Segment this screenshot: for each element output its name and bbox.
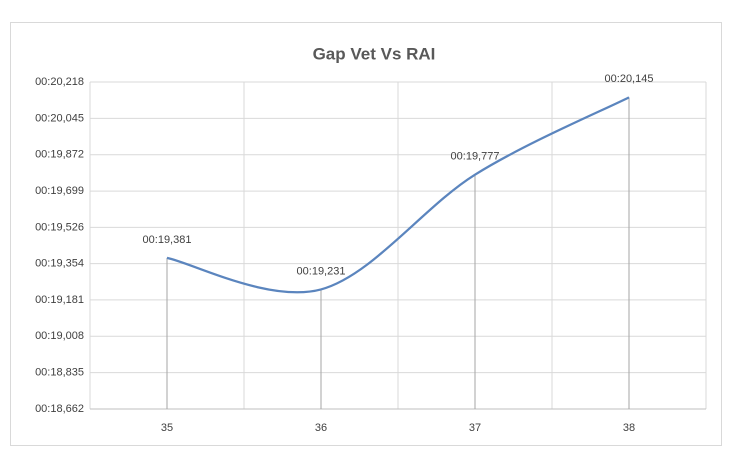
- data-label: 00:19,381: [143, 234, 192, 246]
- y-tick-label: 00:19,354: [35, 257, 84, 269]
- y-tick-label: 00:19,008: [35, 330, 84, 342]
- y-tick-label: 00:19,699: [35, 185, 84, 197]
- y-tick-label: 00:19,872: [35, 149, 84, 161]
- data-label: 00:19,777: [451, 151, 500, 163]
- chart-frame: [10, 22, 722, 446]
- chart-title: Gap Vet Vs RAI: [313, 44, 436, 63]
- y-tick-label: 00:20,218: [35, 76, 84, 88]
- y-tick-label: 00:18,662: [35, 403, 84, 415]
- x-tick-label: 36: [315, 422, 327, 434]
- line: [166, 96, 630, 294]
- data-label: 00:20,145: [605, 73, 654, 85]
- data-label: 00:19,231: [297, 265, 346, 277]
- y-tick-label: 00:19,526: [35, 221, 84, 233]
- x-tick-label: 35: [161, 422, 173, 434]
- x-tick-label: 37: [469, 422, 481, 434]
- x-tick-label: 38: [623, 422, 635, 434]
- y-tick-label: 00:19,181: [35, 294, 84, 306]
- y-tick-label: 00:18,835: [35, 367, 84, 379]
- y-tick-label: 00:20,045: [35, 112, 84, 124]
